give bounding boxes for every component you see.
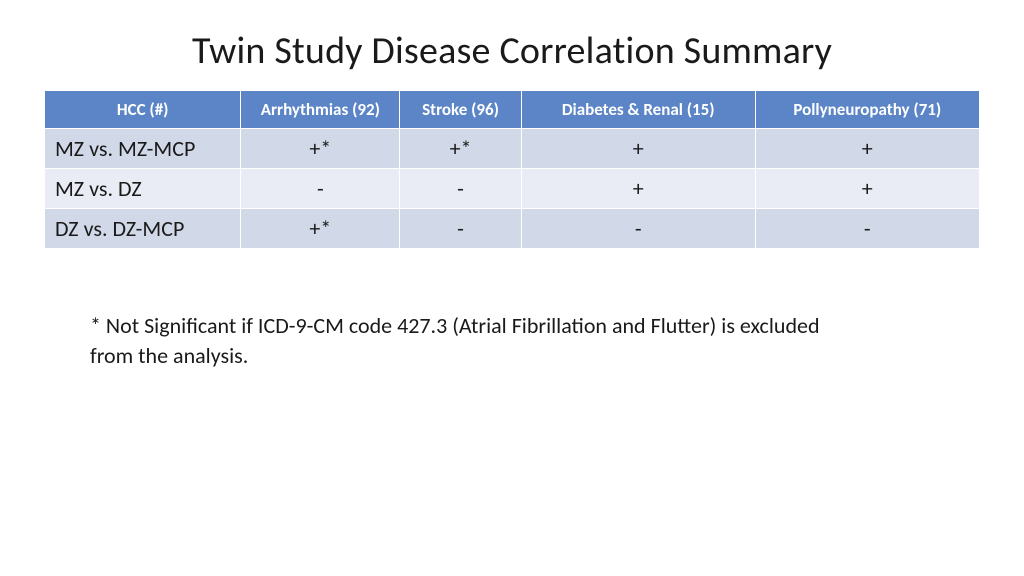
col-header-arrhythmias: Arrhythmias (92) — [241, 91, 400, 129]
cell: + — [755, 129, 979, 169]
row-label: MZ vs. MZ-MCP — [45, 129, 241, 169]
col-header-diabetes: Diabetes & Renal (15) — [521, 91, 755, 129]
table-row: MZ vs. MZ-MCP +* +* + + — [45, 129, 980, 169]
slide-container: Twin Study Disease Correlation Summary H… — [0, 0, 1024, 576]
cell: - — [241, 169, 400, 209]
row-label: DZ vs. DZ-MCP — [45, 209, 241, 249]
cell: - — [521, 209, 755, 249]
col-header-hcc: HCC (#) — [45, 91, 241, 129]
col-header-pollyneuro: Pollyneuropathy (71) — [755, 91, 979, 129]
cell: + — [521, 169, 755, 209]
table-header-row: HCC (#) Arrhythmias (92) Stroke (96) Dia… — [45, 91, 980, 129]
row-label: MZ vs. DZ — [45, 169, 241, 209]
col-header-stroke: Stroke (96) — [400, 91, 522, 129]
cell: + — [755, 169, 979, 209]
cell: - — [400, 209, 522, 249]
cell: - — [400, 169, 522, 209]
cell: +* — [241, 129, 400, 169]
table-row: MZ vs. DZ - - + + — [45, 169, 980, 209]
table-row: DZ vs. DZ-MCP +* - - - — [45, 209, 980, 249]
slide-title: Twin Study Disease Correlation Summary — [44, 28, 980, 74]
cell: +* — [400, 129, 522, 169]
cell: +* — [241, 209, 400, 249]
cell: - — [755, 209, 979, 249]
footnote-text: * Not Significant if ICD-9-CM code 427.3… — [90, 311, 860, 370]
cell: + — [521, 129, 755, 169]
correlation-table: HCC (#) Arrhythmias (92) Stroke (96) Dia… — [44, 90, 980, 249]
